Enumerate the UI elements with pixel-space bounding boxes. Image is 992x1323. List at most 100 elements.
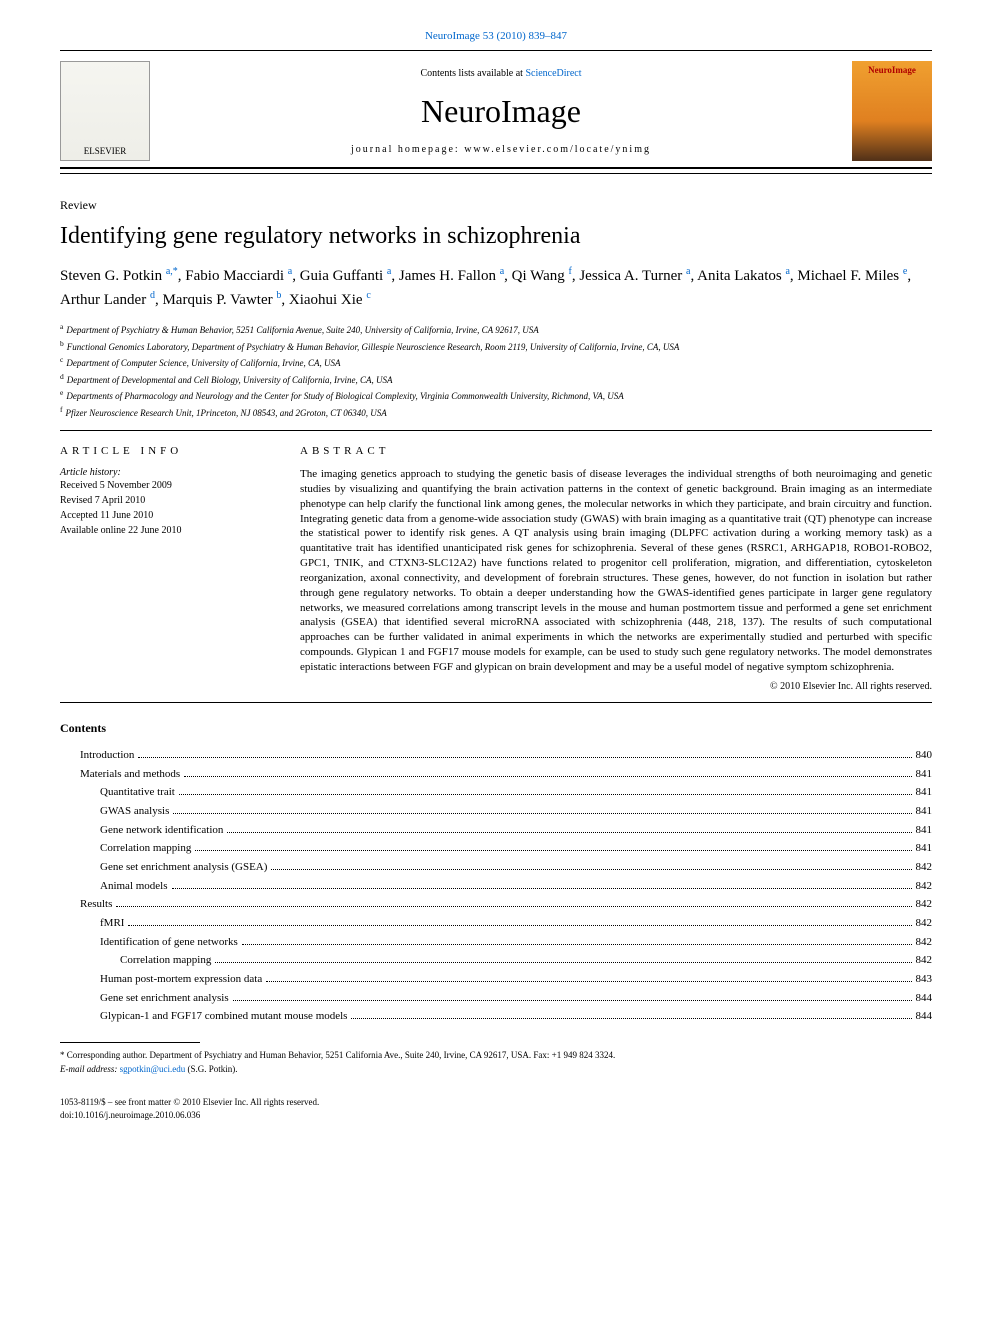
author-list: Steven G. Potkin a,*, Fabio Macciardi a,… [60,264,932,311]
email-link[interactable]: sgpotkin@uci.edu [120,1064,186,1074]
rule [60,430,932,431]
email-suffix: (S.G. Potkin). [185,1064,237,1074]
author-marks: a [288,266,292,277]
history-item: Accepted 11 June 2010 [60,508,270,523]
journal-reference[interactable]: NeuroImage 53 (2010) 839–847 [60,30,932,42]
abstract-copyright: © 2010 Elsevier Inc. All rights reserved… [300,681,932,692]
toc-entry[interactable]: Gene set enrichment analysis 844 [60,989,932,1008]
toc-page: 840 [916,746,933,765]
toc-entry[interactable]: Correlation mapping841 [60,839,932,858]
toc-entry[interactable]: Correlation mapping 842 [60,951,932,970]
affiliation-list: aDepartment of Psychiatry & Human Behavi… [60,321,932,420]
article-title: Identifying gene regulatory networks in … [60,223,932,250]
abstract-heading: ABSTRACT [300,445,932,457]
abstract: ABSTRACT The imaging genetics approach t… [300,445,932,692]
affiliation: eDepartments of Pharmacology and Neurolo… [60,387,932,404]
toc-entry[interactable]: GWAS analysis 841 [60,802,932,821]
corresponding-author-footnote: * Corresponding author. Department of Ps… [60,1049,932,1076]
author: Marquis P. Vawter b [162,292,281,308]
contents-prefix: Contents lists available at [420,68,525,79]
toc-label: Identification of gene networks [100,933,238,952]
sciencedirect-link[interactable]: ScienceDirect [525,68,581,79]
author-marks: c [366,290,370,301]
author-marks: a [387,266,391,277]
author-marks: a,* [166,266,178,277]
history-label: Article history: [60,467,270,478]
toc-entry[interactable]: fMRI842 [60,914,932,933]
toc-label: Glypican-1 and FGF17 combined mutant mou… [100,1007,347,1026]
masthead-center: Contents lists available at ScienceDirec… [150,68,852,155]
toc-entry[interactable]: Animal models842 [60,877,932,896]
affiliation-key: a [60,322,63,331]
author-marks: a [500,266,504,277]
author: Steven G. Potkin a,* [60,268,178,284]
toc-page: 842 [916,951,933,970]
toc-label: Gene network identification [100,821,223,840]
author-marks: d [150,290,155,301]
author-marks: f [569,266,572,277]
toc-leader-dots [172,888,912,889]
toc-entry[interactable]: Gene set enrichment analysis (GSEA) 842 [60,858,932,877]
toc-entry[interactable]: Human post-mortem expression data843 [60,970,932,989]
toc-leader-dots [173,813,911,814]
toc-label: Gene set enrichment analysis [100,989,229,1008]
toc-page: 842 [916,914,933,933]
affiliation: dDepartment of Developmental and Cell Bi… [60,371,932,388]
journal-cover-thumb: NeuroImage [852,61,932,161]
toc-entry[interactable]: Gene network identification 841 [60,821,932,840]
masthead: ELSEVIER Contents lists available at Sci… [60,50,932,169]
toc-label: Gene set enrichment analysis (GSEA) [100,858,267,877]
toc-entry[interactable]: Materials and methods841 [60,765,932,784]
toc-entry[interactable]: Glypican-1 and FGF17 combined mutant mou… [60,1007,932,1026]
affiliation: aDepartment of Psychiatry & Human Behavi… [60,321,932,338]
toc-leader-dots [128,925,911,926]
toc-page: 841 [916,802,933,821]
author: Anita Lakatos a [697,268,790,284]
toc-page: 844 [916,989,933,1008]
footnote-rule [60,1042,200,1043]
author: Arthur Lander d [60,292,155,308]
footer: 1053-8119/$ – see front matter © 2010 El… [60,1096,932,1121]
author: Michael F. Miles e [797,268,907,284]
publisher-logo: ELSEVIER [60,61,150,161]
journal-homepage: journal homepage: www.elsevier.com/locat… [150,144,852,155]
toc-entry[interactable]: Introduction840 [60,746,932,765]
table-of-contents: Introduction840Materials and methods841Q… [60,746,932,1026]
history-item: Revised 7 April 2010 [60,493,270,508]
rights-line: 1053-8119/$ – see front matter © 2010 El… [60,1096,932,1109]
toc-leader-dots [242,944,912,945]
author: Jessica A. Turner a [579,268,690,284]
toc-page: 841 [916,821,933,840]
toc-leader-dots [271,869,911,870]
rule [60,173,932,174]
toc-label: GWAS analysis [100,802,169,821]
corresponding-text: * Corresponding author. Department of Ps… [60,1049,932,1063]
toc-entry[interactable]: Results842 [60,895,932,914]
affiliation: cDepartment of Computer Science, Univers… [60,354,932,371]
toc-page: 842 [916,858,933,877]
affiliation-key: b [60,339,64,348]
toc-leader-dots [351,1018,911,1019]
toc-page: 841 [916,839,933,858]
toc-entry[interactable]: Quantitative trait841 [60,783,932,802]
author: Xiaohui Xie c [289,292,371,308]
toc-leader-dots [266,981,911,982]
affiliation-key: e [60,388,63,397]
article-type: Review [60,198,932,213]
contents-heading: Contents [60,721,932,736]
toc-leader-dots [215,962,911,963]
author: James H. Fallon a [399,268,504,284]
toc-leader-dots [184,776,911,777]
toc-leader-dots [233,1000,912,1001]
author-marks: a [686,266,690,277]
author-marks: b [276,290,281,301]
toc-page: 842 [916,933,933,952]
toc-label: Materials and methods [80,765,180,784]
toc-label: Human post-mortem expression data [100,970,262,989]
toc-label: Correlation mapping [120,951,211,970]
journal-name: NeuroImage [150,93,852,130]
history-item: Received 5 November 2009 [60,478,270,493]
email-line: E-mail address: sgpotkin@uci.edu (S.G. P… [60,1063,932,1077]
author: Qi Wang f [512,268,572,284]
toc-entry[interactable]: Identification of gene networks 842 [60,933,932,952]
